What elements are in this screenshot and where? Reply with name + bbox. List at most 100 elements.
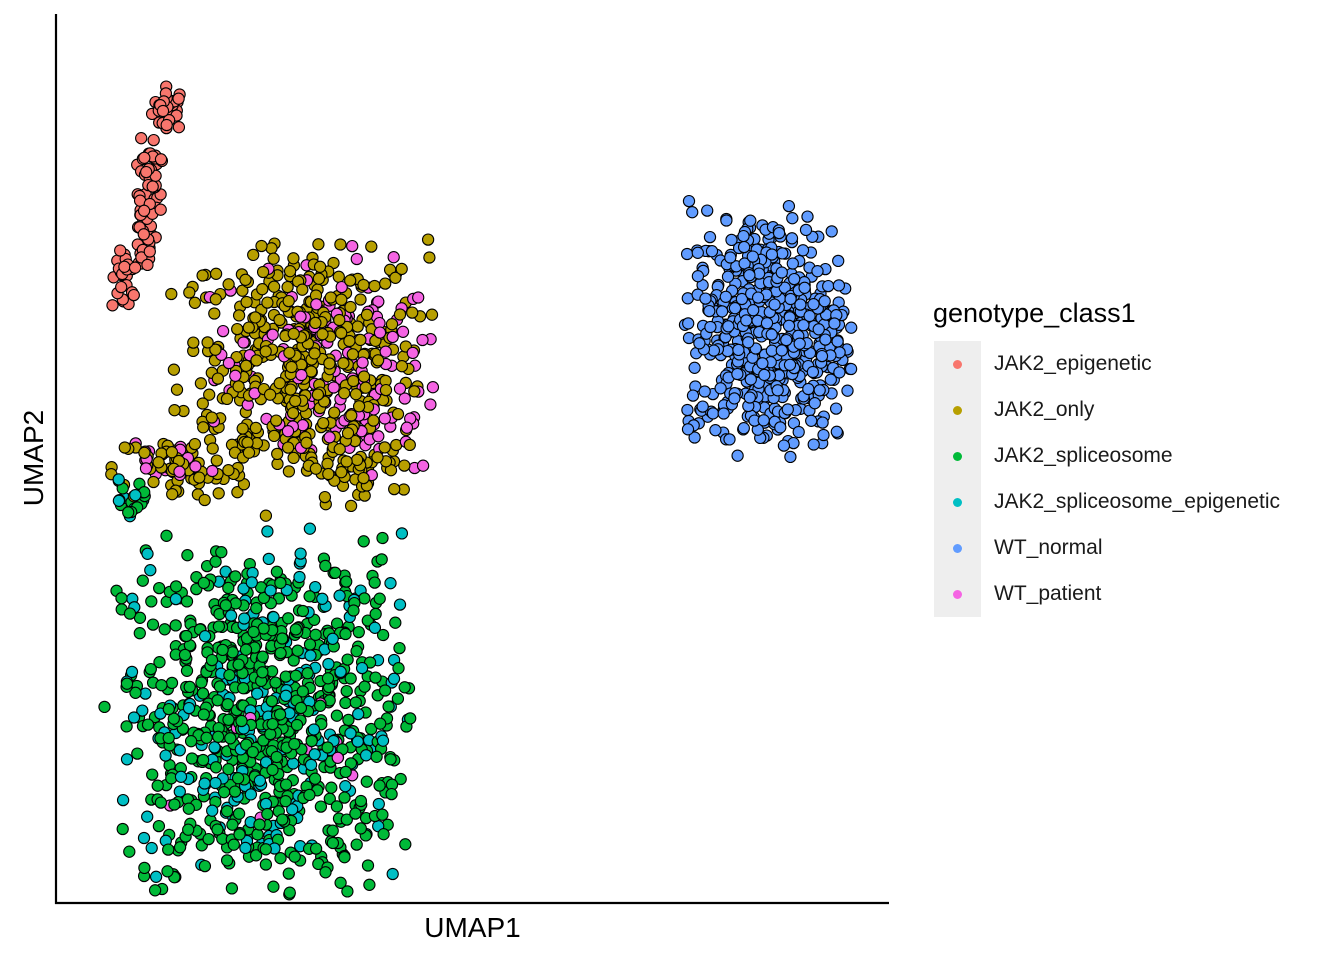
- point-JAK2_spliceosome: [305, 734, 318, 748]
- point-WT_normal: [719, 290, 732, 303]
- point-JAK2_only: [296, 283, 309, 296]
- point-JAK2_only: [188, 296, 202, 309]
- point-JAK2_spliceosome: [384, 753, 397, 766]
- point-JAK2_epigenetic: [118, 260, 131, 273]
- point-JAK2_spliceosome_epigenetic: [141, 547, 154, 560]
- point-JAK2_spliceosome: [376, 628, 390, 642]
- point-JAK2_spliceosome: [276, 813, 289, 826]
- point-JAK2_spliceosome: [404, 712, 417, 725]
- point-WT_normal: [782, 319, 796, 332]
- point-JAK2_spliceosome_epigenetic: [333, 589, 346, 602]
- point-JAK2_epigenetic: [106, 299, 119, 312]
- point-WT_normal: [731, 367, 744, 381]
- point-JAK2_spliceosome: [98, 700, 111, 714]
- point-JAK2_spliceosome: [326, 836, 340, 850]
- point-JAK2_spliceosome_epigenetic: [303, 522, 317, 535]
- point-JAK2_spliceosome: [197, 576, 211, 590]
- point-JAK2_only: [332, 270, 345, 283]
- point-WT_normal: [743, 269, 756, 282]
- legend-key: [933, 341, 982, 387]
- point-JAK2_spliceosome: [389, 616, 402, 629]
- point-JAK2_only: [263, 388, 277, 401]
- point-WT_normal: [737, 422, 750, 435]
- point-WT_normal: [784, 450, 797, 464]
- point-JAK2_only: [323, 357, 336, 370]
- point-WT_normal: [723, 433, 736, 446]
- point-WT_patient: [393, 382, 407, 395]
- point-WT_normal: [792, 425, 805, 439]
- point-WT_patient: [331, 751, 344, 764]
- point-JAK2_only: [423, 251, 436, 264]
- point-JAK2_spliceosome: [158, 623, 171, 636]
- point-WT_normal: [815, 349, 829, 363]
- point-JAK2_only: [209, 293, 222, 306]
- point-JAK2_spliceosome: [265, 694, 279, 708]
- point-JAK2_spliceosome: [224, 732, 237, 745]
- legend-item: JAK2_spliceosome_epigenetic: [933, 479, 1280, 525]
- point-JAK2_spliceosome_epigenetic: [286, 757, 300, 770]
- point-JAK2_epigenetic: [127, 288, 140, 302]
- point-JAK2_spliceosome: [123, 607, 137, 620]
- point-JAK2_spliceosome_epigenetic: [125, 665, 139, 679]
- point-WT_normal: [816, 416, 829, 429]
- point-JAK2_spliceosome: [247, 625, 260, 639]
- point-WT_normal: [756, 357, 769, 370]
- point-JAK2_spliceosome: [146, 768, 159, 781]
- point-JAK2_only: [283, 346, 296, 359]
- point-JAK2_spliceosome_epigenetic: [264, 584, 277, 597]
- point-JAK2_spliceosome: [220, 805, 234, 818]
- point-WT_normal: [825, 225, 838, 238]
- point-WT_normal: [830, 425, 843, 438]
- point-JAK2_spliceosome: [183, 680, 196, 694]
- point-JAK2_only: [196, 397, 209, 410]
- point-JAK2_spliceosome_epigenetic: [261, 525, 274, 538]
- point-WT_normal: [801, 210, 814, 223]
- point-JAK2_only: [344, 274, 357, 287]
- point-JAK2_spliceosome: [182, 802, 195, 815]
- point-JAK2_only: [352, 400, 366, 413]
- point-WT_patient: [406, 346, 419, 360]
- point-WT_normal: [701, 204, 714, 217]
- point-JAK2_spliceosome: [261, 807, 274, 821]
- point-JAK2_spliceosome: [181, 549, 194, 562]
- point-JAK2_only: [198, 493, 211, 507]
- point-WT_normal: [737, 229, 750, 243]
- point-JAK2_spliceosome: [239, 643, 253, 656]
- point-JAK2_only: [209, 267, 223, 280]
- legend-title: genotype_class1: [933, 298, 1136, 328]
- point-JAK2_spliceosome: [123, 845, 136, 858]
- point-JAK2_spliceosome: [266, 717, 279, 731]
- point-JAK2_only: [309, 316, 322, 330]
- point-JAK2_only: [395, 360, 409, 373]
- point-JAK2_spliceosome: [131, 747, 144, 760]
- point-JAK2_spliceosome: [279, 670, 292, 683]
- point-WT_normal: [783, 358, 797, 371]
- point-JAK2_spliceosome: [256, 666, 269, 679]
- point-JAK2_spliceosome: [357, 535, 370, 548]
- point-JAK2_spliceosome: [321, 741, 334, 754]
- point-JAK2_only: [273, 313, 286, 327]
- point-JAK2_only: [267, 429, 281, 443]
- point-WT_patient: [294, 310, 307, 323]
- point-JAK2_only: [347, 374, 360, 388]
- point-JAK2_epigenetic: [172, 92, 185, 105]
- point-JAK2_spliceosome_epigenetic: [116, 793, 130, 807]
- point-JAK2_only: [371, 451, 384, 464]
- point-JAK2_spliceosome: [290, 718, 304, 732]
- point-JAK2_only: [197, 421, 210, 434]
- point-JAK2_spliceosome_epigenetic: [351, 735, 364, 748]
- point-JAK2_epigenetic: [137, 204, 151, 217]
- point-JAK2_spliceosome_epigenetic: [262, 552, 275, 566]
- point-JAK2_only: [170, 383, 184, 396]
- point-WT_patient: [356, 356, 369, 369]
- point-JAK2_spliceosome: [288, 737, 301, 751]
- point-JAK2_spliceosome: [301, 667, 314, 680]
- point-JAK2_spliceosome: [161, 865, 174, 878]
- point-JAK2_spliceosome: [229, 597, 242, 610]
- point-JAK2_spliceosome_epigenetic: [112, 473, 125, 486]
- legend-item: JAK2_epigenetic: [933, 341, 1280, 387]
- point-JAK2_spliceosome_epigenetic: [206, 804, 219, 817]
- point-JAK2_spliceosome: [168, 798, 181, 811]
- point-WT_normal: [688, 431, 701, 444]
- point-WT_normal: [732, 343, 745, 357]
